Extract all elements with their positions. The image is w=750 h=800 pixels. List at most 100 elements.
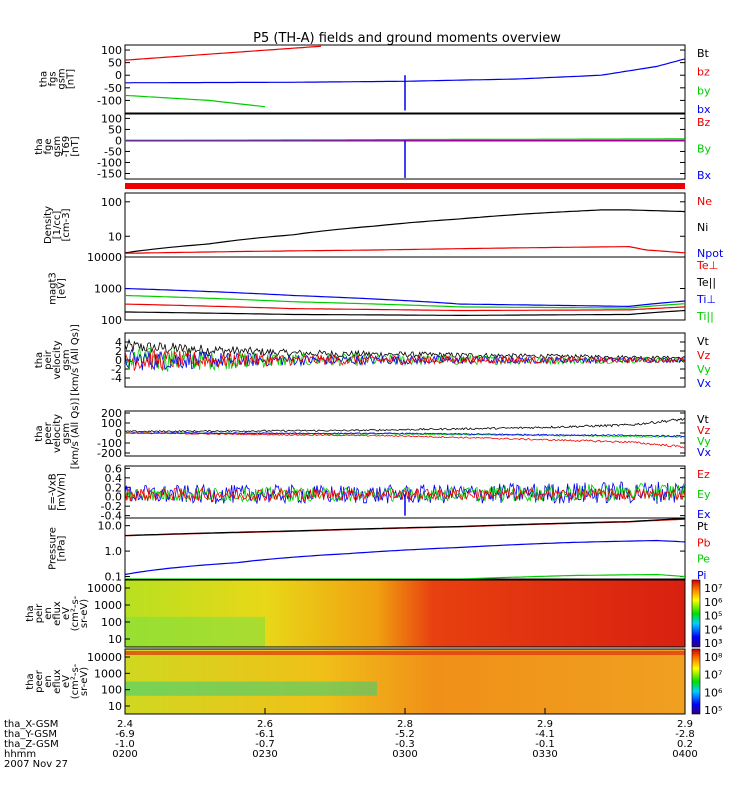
x-tick-label: 0200	[112, 749, 137, 760]
panels: thafgsgsm[nT]100500-50-100Btbzbybxthafge…	[25, 44, 724, 717]
colorbar-label: 10⁵	[704, 704, 722, 717]
y-label-peir_velocity: tha	[34, 352, 45, 368]
series-te-	[125, 303, 685, 312]
x-tick-label: 0230	[252, 749, 277, 760]
y-label-peer_velocity: peer	[43, 421, 54, 445]
legend-item: Pb	[697, 536, 711, 549]
legend-item: Npot	[697, 247, 724, 260]
legend-item: Vt	[697, 413, 710, 426]
x-tick-label: 2.8	[397, 719, 413, 730]
separator-strip	[125, 183, 685, 189]
y-label-fge: fge	[43, 138, 54, 154]
y-tick-label: 0.0	[105, 491, 123, 504]
legend-item: Ti||	[696, 310, 714, 323]
legend-item: Bt	[697, 47, 710, 60]
colorbar-label: 10⁴	[704, 623, 723, 636]
y-label-peir_en_eflux: tha	[25, 605, 36, 621]
colorbar-label: 10⁵	[704, 610, 722, 623]
heatmap-band	[125, 681, 377, 696]
x-row-label: tha_X-GSM	[4, 719, 58, 730]
y-label-efield: [mV/m]	[57, 473, 68, 511]
x-tick-label: 2.4	[117, 719, 133, 730]
y-tick-label: 2	[115, 345, 122, 358]
colorbar-label: 10⁸	[704, 651, 723, 664]
y-label-peer_velocity: velocity	[52, 414, 63, 453]
y-tick-label: -100	[97, 156, 122, 169]
y-label-fge: [nT]	[70, 136, 81, 156]
legend-item: Vx	[697, 377, 712, 390]
colorbar-label: 10⁷	[704, 582, 722, 595]
colorbar	[691, 648, 701, 715]
series-pe	[125, 573, 685, 579]
colorbar-label: 10⁷	[704, 669, 722, 682]
y-label-peir_en_eflux: peir	[34, 603, 45, 623]
legend-item: bx	[697, 103, 711, 116]
y-tick-label: -200	[97, 447, 122, 460]
y-label-peir_en_eflux: en	[43, 607, 54, 620]
panel-density: Density[1/cc][cm-3] 100 10 Ne Ni Npot	[43, 192, 724, 260]
series-vx	[125, 348, 685, 371]
x-tick-label: -6.9	[115, 729, 135, 740]
x-tick-label: -0.7	[255, 739, 275, 750]
series-pi	[125, 539, 685, 576]
y-label-density: [1/cc]	[52, 211, 63, 240]
series-group	[125, 138, 685, 178]
legend-item: bz	[697, 66, 710, 79]
y-tick-label: 0	[115, 427, 122, 440]
y-tick-label: -50	[104, 145, 122, 158]
y-label-fge: -T69	[61, 136, 72, 158]
series-te--	[125, 309, 685, 316]
legend-item: Vz	[697, 349, 711, 362]
panel-magt3: magt3[eV] 10000 1000 100 Te⊥ Te|| Ti⊥ Ti||	[48, 251, 719, 327]
legend-item: Vy	[697, 363, 711, 376]
y-tick-label: 4	[115, 336, 122, 349]
y-label-magt3: [eV]	[57, 278, 68, 299]
y-label-fgs: [nT]	[66, 69, 77, 89]
series-vz	[125, 348, 685, 371]
y-tick-label: 0.6	[105, 462, 123, 475]
panel-frame	[124, 44, 686, 114]
y-label-fgs: tha	[39, 71, 50, 87]
x-tick-label: 2.9	[677, 719, 693, 730]
x-tick-label: 2.6	[257, 719, 273, 730]
y-label-peir_velocity: [km/s (All Qs)]	[70, 324, 81, 396]
series-ez	[125, 486, 685, 503]
y-tick-label: -0.4	[101, 510, 122, 523]
panel-efield: E=-VxB[mV/m] 0.60.40.20.0-0.2-0.4 Ez Ey Ex	[48, 462, 711, 522]
y-tick-label: 0.1	[105, 571, 123, 584]
legend-item: by	[697, 84, 711, 97]
x-tick-label: 0330	[532, 749, 557, 760]
colorbar-label: 10³	[704, 637, 722, 650]
y-label-peer_en_eflux: tha	[25, 673, 36, 689]
legend-item: Pe	[697, 553, 710, 566]
y-label-density: [cm-3]	[61, 208, 72, 241]
y-label-peer_velocity: gsm	[61, 423, 72, 444]
y-tick-label: 10	[108, 700, 122, 713]
x-tick-label: -5.2	[395, 729, 415, 740]
legend-item: Ex	[697, 508, 711, 521]
series-ti--	[125, 294, 685, 309]
x-tick-label: 0300	[392, 749, 417, 760]
y-label-peer_en_eflux: peer	[34, 669, 45, 693]
series-bz	[125, 45, 322, 61]
legend-item: Bx	[697, 169, 712, 182]
y-tick-label: 0	[115, 69, 122, 82]
x-axis-table: tha_X-GSM 2.4 2.6 2.8 2.9 2.9 tha_Y-GSM -6.9 -6.…	[4, 708, 698, 770]
y-label-efield: E=-VxB	[48, 473, 59, 510]
y-tick-label: 1.0	[105, 545, 123, 558]
y-label-peer_en_eflux: sr-eV)	[79, 667, 90, 696]
y-label-peir_en_eflux: (cm²-s-	[70, 595, 81, 631]
series-group	[125, 287, 685, 316]
chart-title: P5 (TH-A) fields and ground moments over…	[253, 31, 561, 46]
y-tick-label: 100	[101, 684, 122, 697]
y-tick-label: -150	[97, 167, 122, 180]
y-tick-label: 200	[101, 407, 122, 420]
y-tick-label: 0	[115, 354, 122, 367]
y-tick-label: 100	[101, 417, 122, 430]
series-by	[125, 94, 266, 108]
panel-frame	[124, 579, 686, 648]
